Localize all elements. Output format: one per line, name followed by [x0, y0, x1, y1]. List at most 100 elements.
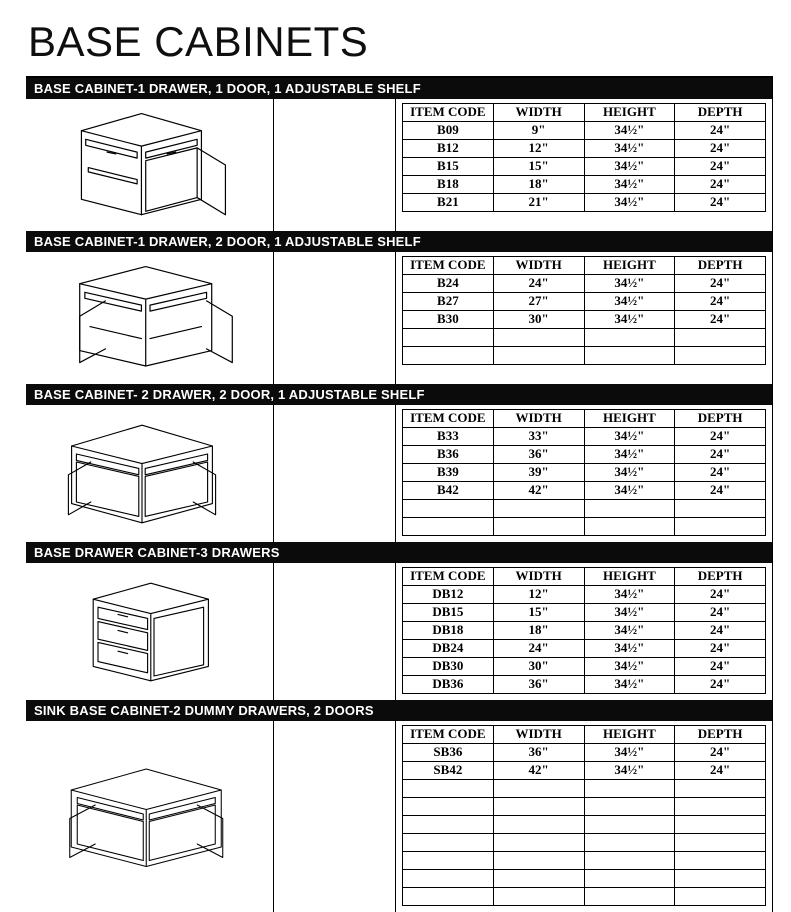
table-row: B2121"34½"24" — [403, 194, 766, 212]
table-cell: 21" — [493, 194, 584, 212]
table-cell: DB36 — [403, 676, 494, 694]
table-row: B1212"34½"24" — [403, 140, 766, 158]
table-cell — [403, 500, 494, 518]
table-cell — [403, 888, 494, 906]
table-cell: 24" — [675, 428, 766, 446]
table-cell — [493, 500, 584, 518]
table-row — [403, 347, 766, 365]
table-cell: 34½" — [584, 658, 675, 676]
table-cell: 36" — [493, 446, 584, 464]
table-cell: DB12 — [403, 586, 494, 604]
table-cell — [675, 834, 766, 852]
table-cell — [493, 870, 584, 888]
table-cell: B24 — [403, 275, 494, 293]
spacer-cell — [274, 99, 396, 231]
column-header: WIDTH — [493, 257, 584, 275]
table-cell: B15 — [403, 158, 494, 176]
table-cell: 24" — [675, 676, 766, 694]
table-cell: 34½" — [584, 586, 675, 604]
section-body: ITEM CODEWIDTHHEIGHTDEPTHB3333"34½"24"B3… — [26, 405, 772, 542]
table-row: B3939"34½"24" — [403, 464, 766, 482]
table-cell — [403, 329, 494, 347]
table-cell — [403, 816, 494, 834]
table-row: DB1212"34½"24" — [403, 586, 766, 604]
table-cell: 24" — [675, 586, 766, 604]
column-header: HEIGHT — [584, 410, 675, 428]
table-cell — [403, 852, 494, 870]
table-cell: 24" — [675, 176, 766, 194]
table-cell: B36 — [403, 446, 494, 464]
spacer-cell — [274, 405, 396, 542]
table-cell — [493, 834, 584, 852]
table-cell: 34½" — [584, 140, 675, 158]
table-cell: 24" — [675, 122, 766, 140]
table-row — [403, 500, 766, 518]
table-cell: B09 — [403, 122, 494, 140]
column-header: HEIGHT — [584, 726, 675, 744]
spacer-cell — [274, 721, 396, 912]
cabinet-illustration — [26, 99, 274, 231]
cabinet-illustration — [26, 721, 274, 912]
table-cell: 30" — [493, 658, 584, 676]
section-header: BASE DRAWER CABINET-3 DRAWERS — [26, 542, 772, 563]
table-row — [403, 888, 766, 906]
table-cell — [493, 798, 584, 816]
table-row: B1818"34½"24" — [403, 176, 766, 194]
table-cell: B39 — [403, 464, 494, 482]
section-header: BASE CABINET-1 DRAWER, 1 DOOR, 1 ADJUSTA… — [26, 78, 772, 99]
table-cell: 36" — [493, 676, 584, 694]
table-cell: 24" — [675, 482, 766, 500]
table-cell — [403, 870, 494, 888]
table-cell — [493, 816, 584, 834]
table-cell: 18" — [493, 176, 584, 194]
table-cell — [584, 780, 675, 798]
table-cell — [584, 798, 675, 816]
table-cell — [493, 329, 584, 347]
table-row — [403, 329, 766, 347]
table-cell: 18" — [493, 622, 584, 640]
table-cell: SB36 — [403, 744, 494, 762]
table-cell: 34½" — [584, 482, 675, 500]
table-cell — [675, 347, 766, 365]
table-cell: B42 — [403, 482, 494, 500]
table-cell: 34½" — [584, 311, 675, 329]
column-header: HEIGHT — [584, 257, 675, 275]
table-cell: 24" — [675, 194, 766, 212]
table-cell: 24" — [675, 744, 766, 762]
table-cell: 24" — [675, 640, 766, 658]
table-cell: 34½" — [584, 275, 675, 293]
spec-table-cell: ITEM CODEWIDTHHEIGHTDEPTHB3333"34½"24"B3… — [396, 405, 772, 542]
table-row — [403, 816, 766, 834]
table-row: DB1515"34½"24" — [403, 604, 766, 622]
column-header: ITEM CODE — [403, 726, 494, 744]
spec-table-cell: ITEM CODEWIDTHHEIGHTDEPTHSB3636"34½"24"S… — [396, 721, 772, 912]
table-cell — [403, 518, 494, 536]
table-cell: 12" — [493, 586, 584, 604]
table-cell: 24" — [675, 311, 766, 329]
table-cell: 34½" — [584, 176, 675, 194]
cabinet-illustration — [26, 252, 274, 384]
table-cell — [675, 780, 766, 798]
table-row: B099"34½"24" — [403, 122, 766, 140]
table-cell: 24" — [675, 158, 766, 176]
table-cell: 34½" — [584, 744, 675, 762]
table-cell — [403, 834, 494, 852]
table-cell — [584, 518, 675, 536]
table-cell — [493, 780, 584, 798]
table-cell: 24" — [493, 275, 584, 293]
table-cell: 34½" — [584, 640, 675, 658]
table-row: B3030"34½"24" — [403, 311, 766, 329]
table-cell — [675, 816, 766, 834]
section-header: SINK BASE CABINET-2 DUMMY DRAWERS, 2 DOO… — [26, 700, 772, 721]
spec-table: ITEM CODEWIDTHHEIGHTDEPTHB3333"34½"24"B3… — [402, 409, 766, 536]
table-cell: 34½" — [584, 446, 675, 464]
spec-table: ITEM CODEWIDTHHEIGHTDEPTHSB3636"34½"24"S… — [402, 725, 766, 906]
table-cell — [584, 347, 675, 365]
table-cell — [584, 834, 675, 852]
column-header: DEPTH — [675, 568, 766, 586]
table-cell: B18 — [403, 176, 494, 194]
column-header: HEIGHT — [584, 568, 675, 586]
cabinet-illustration — [26, 563, 274, 700]
table-cell: B21 — [403, 194, 494, 212]
column-header: HEIGHT — [584, 104, 675, 122]
